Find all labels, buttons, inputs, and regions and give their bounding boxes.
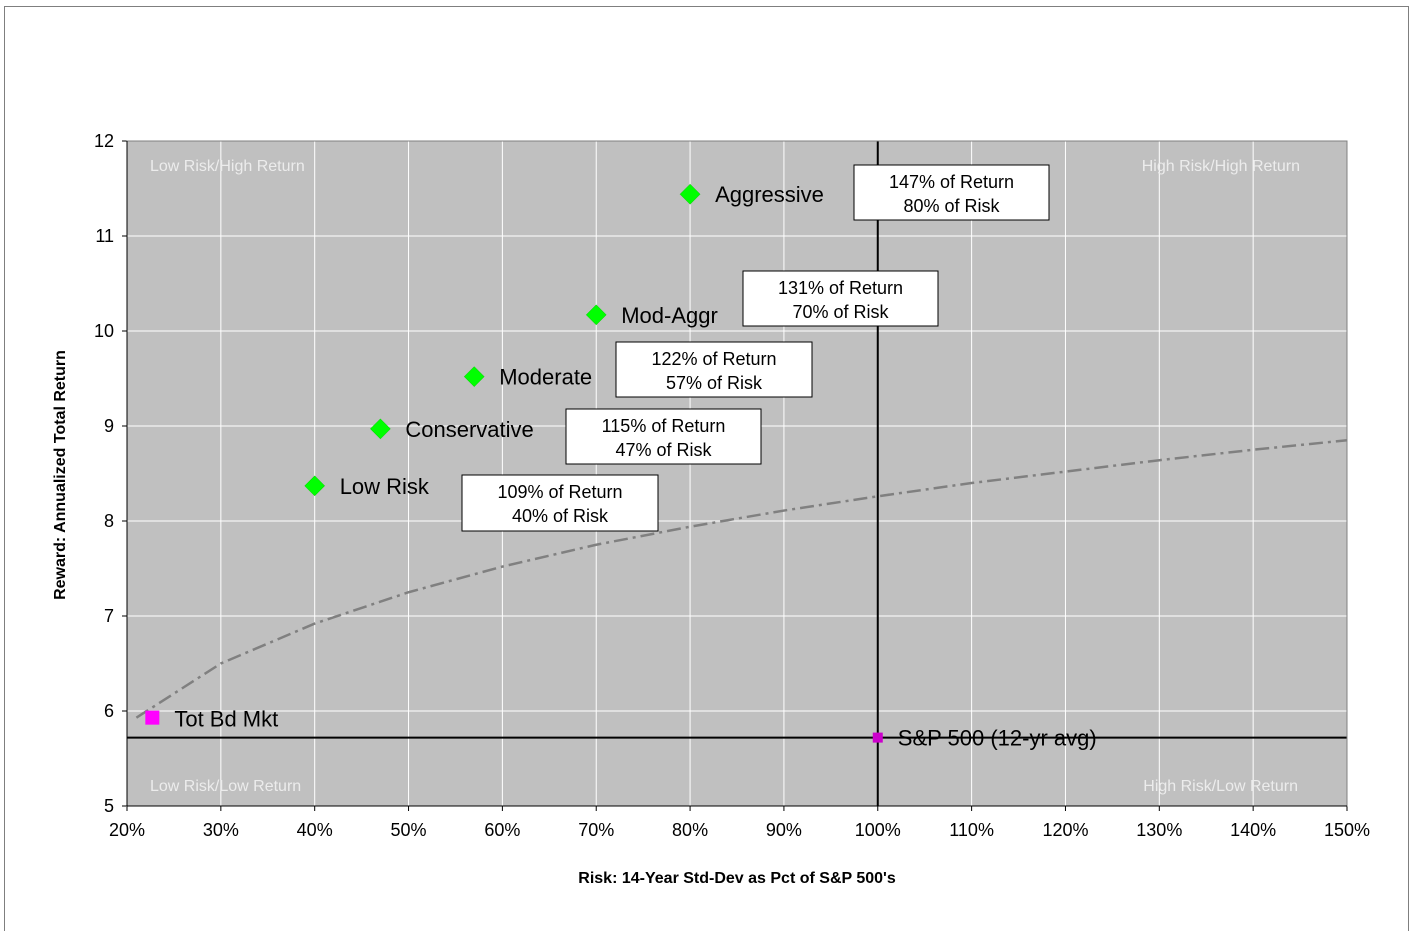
- x-tick-label: 130%: [1136, 820, 1182, 840]
- y-tick-labels: 5 6 7 8 9 10 11 12: [94, 131, 114, 816]
- annotation-risk-text: 70% of Risk: [792, 302, 889, 322]
- point-label-aggressive: Aggressive: [715, 182, 824, 207]
- y-tick-label: 7: [104, 606, 114, 626]
- x-tick-label: 110%: [949, 820, 994, 840]
- annotation-box: [461, 474, 659, 532]
- annotation-risk-text: 40% of Risk: [512, 506, 609, 526]
- x-tick-labels: 20% 30% 40% 50% 60% 70% 80% 90% 100% 110% 120% 130%…: [109, 820, 1370, 840]
- plot-area: [127, 141, 1347, 806]
- x-tick-label: 140%: [1230, 820, 1276, 840]
- y-tick-label: 11: [95, 226, 114, 246]
- annotation-return-text: 115% of Return: [602, 416, 726, 436]
- annotation-box: [615, 341, 813, 398]
- y-tick-label: 12: [94, 131, 114, 151]
- point-low-risk: [304, 475, 326, 497]
- x-tick-label: 120%: [1042, 820, 1088, 840]
- annotation-return-text: 122% of Return: [651, 349, 776, 369]
- quadrant-top-right-label: High Risk/High Return: [1142, 158, 1300, 175]
- annotation-return-text: 147% of Return: [889, 172, 1014, 192]
- quadrant-bottom-left-label: Low Risk/Low Return: [150, 778, 301, 795]
- point-conservative: [370, 418, 391, 440]
- x-tick-label: 70%: [578, 820, 614, 840]
- point-aggressive: [679, 183, 701, 205]
- trend-curve: [135, 439, 1348, 719]
- annotation-box: [565, 408, 762, 465]
- x-axis-title: Risk: 14-Year Std-Dev as Pct of S&P 500'…: [578, 870, 896, 887]
- annotation-box: [853, 164, 1050, 221]
- y-tick-label: 10: [94, 321, 114, 341]
- data-points: Low Risk Conservative Moderate Mod-Aggr Aggr…: [145, 182, 1097, 751]
- y-axis-title: Reward: Annualized Total Return: [52, 350, 69, 600]
- reference-lines: [127, 141, 1347, 806]
- y-tick-label: 9: [104, 416, 114, 436]
- x-tick-label: 30%: [203, 820, 239, 840]
- point-tot-bd-mkt: [145, 710, 160, 725]
- annotation-box: [742, 270, 939, 327]
- x-tick-label: 40%: [297, 820, 333, 840]
- quadrant-labels: Low Risk/High Return High Risk/High Retu…: [150, 158, 1300, 795]
- x-tick-label: 100%: [855, 820, 901, 840]
- x-tick-label: 20%: [109, 820, 145, 840]
- annotation-return-text: 109% of Return: [497, 482, 622, 502]
- point-label-tot-bd-mkt: Tot Bd Mkt: [174, 707, 278, 732]
- point-label-s-p-500-12-yr-avg: S&P 500 (12-yr avg): [898, 726, 1097, 751]
- point-label-mod-aggr: Mod-Aggr: [621, 303, 718, 328]
- annotation-return-text: 131% of Return: [778, 278, 903, 298]
- x-tick-label: 90%: [766, 820, 802, 840]
- axes: [122, 140, 1348, 811]
- x-tick-label: 50%: [391, 820, 427, 840]
- annotation-risk-text: 57% of Risk: [666, 373, 763, 393]
- point-label-conservative: Conservative: [405, 417, 533, 442]
- point-label-moderate: Moderate: [499, 365, 592, 390]
- point-label-low-risk: Low Risk: [340, 474, 430, 499]
- point-mod-aggr: [585, 304, 607, 326]
- annotation-risk-text: 47% of Risk: [615, 440, 712, 460]
- annotation-risk-text: 80% of Risk: [903, 196, 1000, 216]
- quadrant-top-left-label: Low Risk/High Return: [150, 158, 305, 175]
- x-tick-label: 60%: [484, 820, 520, 840]
- x-tick-label: 150%: [1324, 820, 1370, 840]
- x-tick-label: 80%: [672, 820, 708, 840]
- chart-frame: [4, 6, 1409, 931]
- y-tick-label: 5: [104, 796, 114, 816]
- quadrant-bottom-right-label: High Risk/Low Return: [1143, 778, 1298, 795]
- annotation-boxes: 109% of Return 40% of Risk 115% of Return 4…: [461, 164, 1050, 532]
- y-tick-label: 8: [104, 511, 114, 531]
- y-tick-label: 6: [104, 701, 114, 721]
- point-moderate: [463, 366, 485, 387]
- point-s-p-500-12-yr-avg: [872, 732, 883, 743]
